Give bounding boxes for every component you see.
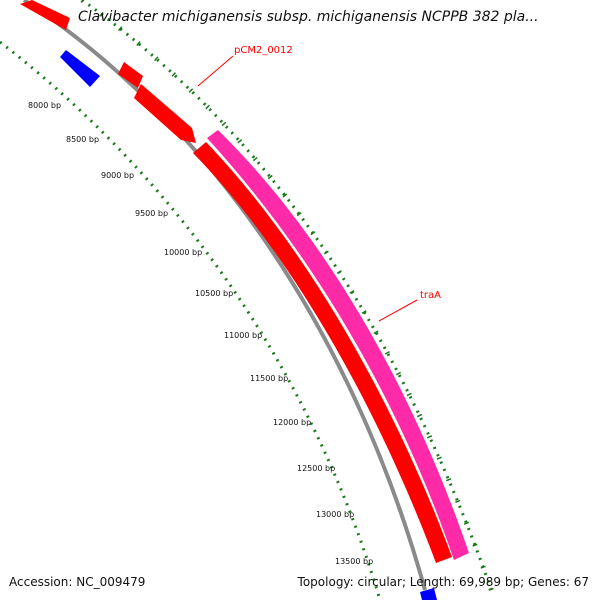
gene-reverse-blue[interactable] — [60, 50, 100, 87]
gene-bottom-blue[interactable] — [420, 588, 437, 600]
map-title: Clavibacter michiganensis subsp. michiga… — [78, 9, 539, 25]
scale-label-13000: 13000 bp — [316, 510, 354, 519]
plasmid-backbone — [22, 0, 427, 591]
topology-summary: Topology: circular; Length: 69,989 bp; G… — [297, 575, 589, 589]
callout-line-traa — [378, 299, 418, 322]
scale-label-8000: 8000 bp — [28, 101, 61, 110]
gene-label-pcm2-0012: pCM2_0012 — [234, 45, 293, 56]
gene-long-red[interactable] — [193, 142, 452, 563]
gene-small[interactable] — [118, 62, 143, 88]
gene-pcm2-0012[interactable] — [134, 84, 196, 143]
scale-label-10000: 10000 bp — [164, 248, 202, 257]
callout-line-pcm2 — [197, 55, 234, 87]
scale-label-9000: 9000 bp — [101, 171, 134, 180]
outer-tick-ring — [81, 0, 494, 593]
gene-label-traa: traA — [420, 290, 441, 301]
scale-label-8500: 8500 bp — [66, 135, 99, 144]
scale-label-12500: 12500 bp — [297, 464, 335, 473]
scale-label-12000: 12000 bp — [273, 418, 311, 427]
accession-label: Accession: NC_009479 — [9, 575, 146, 589]
gene-top[interactable] — [20, 0, 70, 30]
feature-traa[interactable] — [207, 130, 469, 560]
scale-label-13500: 13500 bp — [335, 557, 373, 566]
inner-tick-ring — [0, 40, 382, 600]
scale-label-11500: 11500 bp — [250, 374, 288, 383]
scale-label-9500: 9500 bp — [135, 209, 168, 218]
scale-label-10500: 10500 bp — [195, 289, 233, 298]
scale-label-11000: 11000 bp — [224, 331, 262, 340]
